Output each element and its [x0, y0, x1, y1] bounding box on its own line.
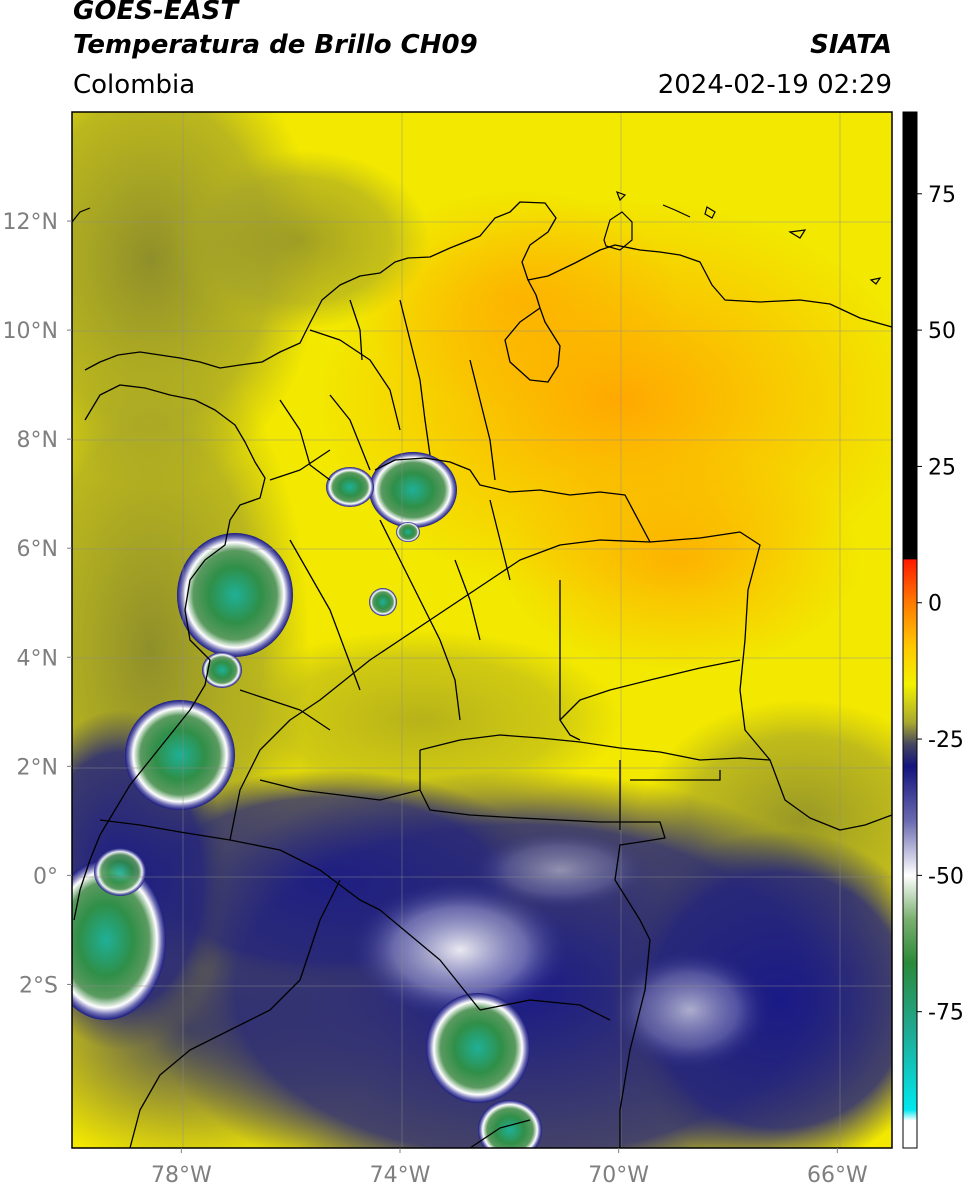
colorbar-tick-label: -50 [928, 864, 964, 889]
lon-tick-label: 70°W [588, 1163, 649, 1188]
organization-label: SIATA [810, 30, 892, 60]
lat-tick-label: 2°N [17, 755, 58, 780]
lat-tick-label: 8°N [17, 428, 58, 453]
colorbar-tick-label: -25 [928, 728, 964, 753]
region-label: Colombia [73, 70, 196, 100]
latitude-labels: 12°N 10°N 8°N 6°N 4°N 2°N 0° 2°S [3, 210, 72, 998]
lon-tick-label: 78°W [151, 1163, 212, 1188]
colorbar-labels: 75 50 25 0 -25 -50 -75 [917, 183, 964, 1026]
colorbar-tick-label: -75 [928, 1001, 964, 1026]
longitude-labels: 78°W 74°W 70°W 66°W [151, 1148, 868, 1188]
lon-tick-label: 74°W [370, 1163, 431, 1188]
lat-tick-label: 4°N [17, 646, 58, 671]
lat-tick-label: 2°S [19, 973, 58, 998]
map-frame [71, 111, 893, 1149]
colorbar-frame [902, 111, 918, 1149]
colorbar-tick-label: 75 [928, 183, 956, 208]
colorbar [903, 112, 917, 1148]
lat-tick-label: 0° [33, 864, 58, 889]
lat-tick-label: 12°N [3, 210, 58, 235]
colorbar-tick-label: 0 [928, 592, 942, 617]
product-title: Temperatura de Brillo CH09 [73, 30, 478, 60]
islands [72, 190, 882, 285]
datetime-label: 2024-02-19 02:29 [657, 70, 892, 100]
lon-tick-label: 66°W [807, 1163, 868, 1188]
imagery-layer [72, 112, 892, 1148]
colorbar-tick-label: 25 [928, 455, 956, 480]
colorbar-tick-label: 50 [928, 319, 956, 344]
lat-tick-label: 6°N [17, 537, 58, 562]
lat-tick-label: 10°N [3, 319, 58, 344]
coastlines-borders [73, 201, 892, 1148]
satellite-title: GOES-EAST [73, 0, 239, 26]
